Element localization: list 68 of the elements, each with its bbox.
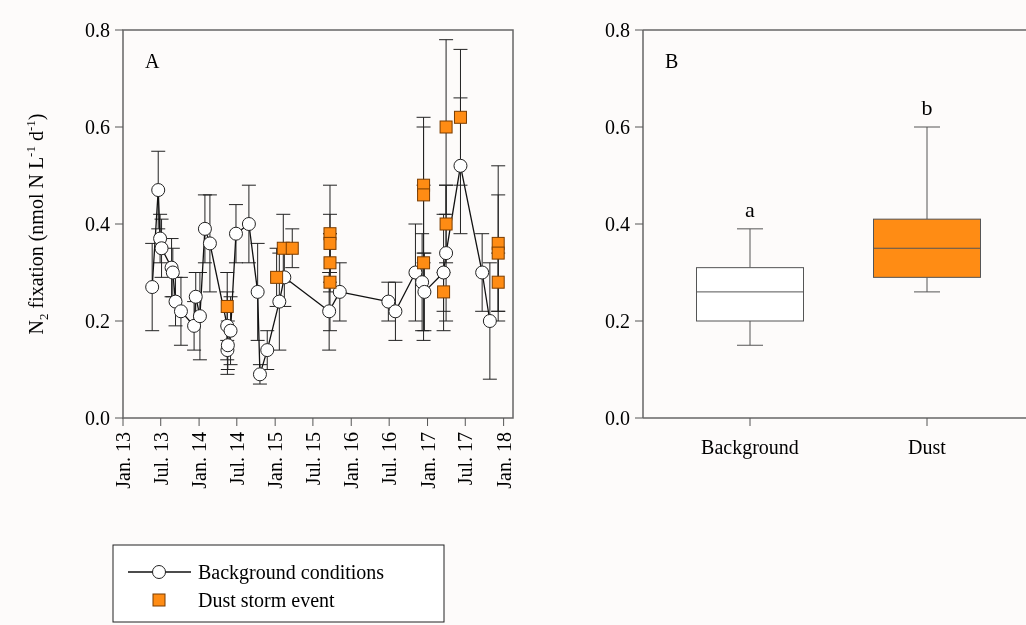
point <box>388 304 403 319</box>
point <box>453 158 468 173</box>
point <box>228 226 243 241</box>
y-tick-label: 0.6 <box>605 116 630 138</box>
point <box>192 309 207 324</box>
x-tick-label: Jan. 17 <box>416 432 439 489</box>
point <box>482 314 497 328</box>
point <box>151 183 166 198</box>
point <box>332 284 347 299</box>
point <box>323 275 337 289</box>
point <box>491 246 505 260</box>
legend-label: Background conditions <box>198 561 385 584</box>
point <box>220 338 235 353</box>
annotation: A <box>145 50 160 72</box>
point <box>145 280 160 295</box>
x-tick-label: Jul. 15 <box>301 432 324 486</box>
point <box>323 256 337 270</box>
y-tick-label: 0.0 <box>605 407 630 429</box>
y-tick-label: 0.2 <box>85 310 110 332</box>
annotation: b <box>921 95 933 120</box>
point <box>491 275 505 289</box>
y-tick-label: 0.8 <box>85 19 110 41</box>
point <box>475 265 490 280</box>
point <box>417 256 431 270</box>
point <box>439 246 454 261</box>
point <box>270 270 284 284</box>
point <box>285 241 299 255</box>
x-tick-label: Jul. 13 <box>149 432 172 486</box>
y-tick-label: 0.4 <box>605 213 630 235</box>
point <box>439 120 453 134</box>
x-tick-label: Jul. 14 <box>225 432 248 486</box>
point <box>417 284 432 299</box>
x-tick-label: Jan. 16 <box>340 432 363 489</box>
point <box>322 304 337 319</box>
y-tick-label: 0.8 <box>605 19 630 41</box>
y-tick-label: 0.0 <box>85 407 110 429</box>
point <box>439 217 453 231</box>
point <box>223 323 238 338</box>
legend-label: Dust storm event <box>198 589 336 611</box>
x-tick-label: Jan. 18 <box>492 432 515 489</box>
point <box>417 188 431 202</box>
x-tick-label: Jan. 14 <box>188 432 211 489</box>
point <box>381 294 396 309</box>
y-tick-label: 0.2 <box>605 310 630 332</box>
point <box>165 265 180 280</box>
x-tick-label: Jan. 15 <box>264 432 287 489</box>
point <box>436 265 451 280</box>
point <box>188 289 203 304</box>
point <box>250 284 265 299</box>
y-tick-label: 0.6 <box>85 116 110 138</box>
annotation: a <box>745 196 756 222</box>
point <box>437 285 451 299</box>
x-tick-label: Background <box>701 436 799 459</box>
point <box>202 236 217 251</box>
x-tick-label: Jul. 16 <box>378 432 401 486</box>
point <box>453 110 467 124</box>
point <box>154 241 169 256</box>
y-tick-label: 0.4 <box>85 213 110 235</box>
x-tick-label: Dust <box>908 436 947 458</box>
annotation: B <box>665 50 679 72</box>
point <box>241 217 256 231</box>
point <box>197 221 212 236</box>
x-tick-label: Jan. 13 <box>112 432 134 489</box>
point <box>260 343 275 358</box>
x-tick-label: Jul. 17 <box>454 432 477 486</box>
point <box>323 236 337 250</box>
point <box>173 304 188 319</box>
point <box>220 299 234 313</box>
